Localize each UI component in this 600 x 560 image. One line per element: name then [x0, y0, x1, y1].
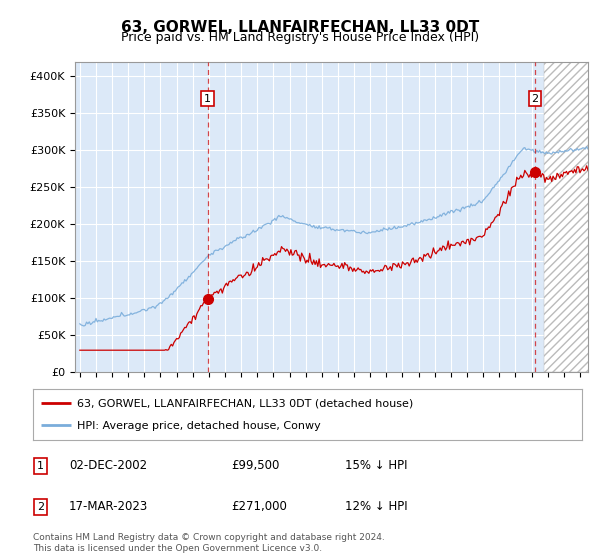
Text: 1: 1: [37, 461, 44, 471]
Text: 63, GORWEL, LLANFAIRFECHAN, LL33 0DT: 63, GORWEL, LLANFAIRFECHAN, LL33 0DT: [121, 20, 479, 35]
Text: 2026: 2026: [575, 400, 584, 423]
Text: 2002: 2002: [188, 400, 197, 423]
Text: Contains HM Land Registry data © Crown copyright and database right 2024.: Contains HM Land Registry data © Crown c…: [33, 533, 385, 542]
Text: 2008: 2008: [285, 400, 294, 423]
Text: 2001: 2001: [172, 400, 181, 423]
Text: 2014: 2014: [382, 400, 391, 423]
Text: 2: 2: [532, 94, 538, 104]
Text: £271,000: £271,000: [231, 500, 287, 514]
Text: 1: 1: [204, 94, 211, 104]
Text: 2024: 2024: [543, 400, 552, 423]
Text: 2022: 2022: [511, 400, 520, 423]
Text: 2019: 2019: [463, 400, 472, 423]
Text: 2006: 2006: [253, 400, 262, 423]
Text: HPI: Average price, detached house, Conwy: HPI: Average price, detached house, Conw…: [77, 421, 320, 431]
Text: Price paid vs. HM Land Registry's House Price Index (HPI): Price paid vs. HM Land Registry's House …: [121, 31, 479, 44]
Text: 2013: 2013: [366, 400, 375, 423]
Text: 63, GORWEL, LLANFAIRFECHAN, LL33 0DT (detached house): 63, GORWEL, LLANFAIRFECHAN, LL33 0DT (de…: [77, 399, 413, 409]
Text: 2025: 2025: [559, 400, 568, 423]
Text: 12% ↓ HPI: 12% ↓ HPI: [345, 500, 407, 514]
Text: 2010: 2010: [317, 400, 326, 423]
Text: 2023: 2023: [527, 400, 536, 423]
Text: 2012: 2012: [350, 400, 359, 423]
Text: 2007: 2007: [269, 400, 278, 423]
Text: This data is licensed under the Open Government Licence v3.0.: This data is licensed under the Open Gov…: [33, 544, 322, 553]
Text: 1999: 1999: [140, 400, 149, 423]
Text: 2016: 2016: [414, 400, 423, 423]
Text: 17-MAR-2023: 17-MAR-2023: [69, 500, 148, 514]
Text: 2009: 2009: [301, 400, 310, 423]
Text: 2000: 2000: [156, 400, 165, 423]
Bar: [544, 62, 596, 372]
Text: 1998: 1998: [124, 400, 133, 423]
Text: 2: 2: [37, 502, 44, 512]
Text: 1997: 1997: [107, 400, 116, 423]
Text: 15% ↓ HPI: 15% ↓ HPI: [345, 459, 407, 473]
Text: 2015: 2015: [398, 400, 407, 423]
Text: 2020: 2020: [479, 400, 488, 423]
Text: 2003: 2003: [205, 400, 214, 423]
Text: 2004: 2004: [221, 400, 230, 423]
Text: 02-DEC-2002: 02-DEC-2002: [69, 459, 147, 473]
Text: 2021: 2021: [495, 400, 504, 423]
Text: 2017: 2017: [430, 400, 439, 423]
Text: 2011: 2011: [334, 400, 343, 423]
Text: 1996: 1996: [91, 400, 100, 423]
Text: 2018: 2018: [446, 400, 455, 423]
Text: 1995: 1995: [76, 400, 85, 423]
Text: £99,500: £99,500: [231, 459, 280, 473]
Text: 2005: 2005: [236, 400, 245, 423]
